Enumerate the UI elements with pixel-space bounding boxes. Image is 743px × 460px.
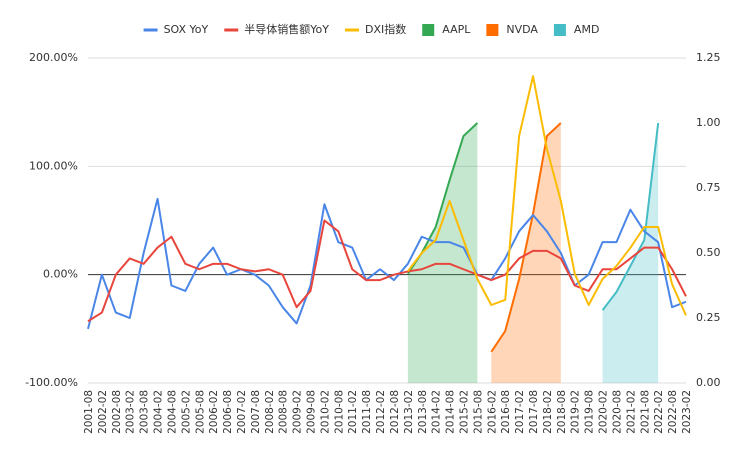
x-tick-label: 2014-08 [445, 390, 457, 434]
x-tick-label: 2013-08 [417, 390, 429, 434]
x-tick-label: 2007-02 [236, 390, 248, 434]
x-tick-label: 2017-02 [514, 390, 526, 434]
x-tick-label: 2019-08 [584, 390, 596, 434]
x-tick-label: 2013-02 [403, 390, 415, 434]
legend-item: SOX YoY [143, 23, 209, 36]
legend-label: NVDA [506, 23, 538, 36]
x-tick-label: 2006-08 [222, 390, 234, 434]
legend-label: SOX YoY [164, 23, 209, 36]
y-tick-label: 0.00% [43, 268, 78, 281]
x-tick-label: 2007-08 [250, 390, 262, 434]
x-tick-label: 2018-08 [556, 390, 568, 434]
x-tick-label: 2011-08 [361, 390, 373, 434]
x-tick-label: 2018-02 [542, 390, 554, 434]
legend-label: AMD [574, 23, 600, 36]
line [407, 75, 687, 316]
x-tick-label: 2016-02 [486, 390, 498, 434]
legend-swatch [486, 24, 499, 36]
legend-item: 半导体销售额YoY [224, 22, 329, 36]
legend-label: 半导体销售额YoY [244, 22, 329, 36]
x-tick-label: 2009-08 [306, 390, 318, 434]
x-tick-label: 2005-08 [194, 390, 206, 434]
y2-tick-label: 0.75 [696, 181, 721, 194]
area [602, 123, 659, 383]
legend-swatch [422, 24, 435, 36]
y-tick-label: 100.00% [29, 159, 78, 172]
y2-tick-label: 1.25 [696, 51, 721, 64]
legend-item: AAPL [422, 23, 471, 36]
x-tick-label: 2001-08 [83, 390, 95, 434]
area-line [601, 122, 660, 311]
legend-item: AMD [553, 23, 600, 36]
x-tick-label: 2022-02 [653, 390, 665, 434]
area-line [490, 122, 562, 353]
x-tick-label: 2008-08 [278, 390, 290, 434]
legend-item: NVDA [486, 23, 538, 36]
x-tick-label: 2012-08 [389, 390, 401, 434]
x-tick-label: 2003-02 [125, 390, 137, 434]
area [407, 123, 478, 383]
x-tick-label: 2005-02 [180, 390, 192, 434]
x-tick-label: 2003-08 [139, 390, 151, 434]
x-tick-label: 2008-02 [264, 390, 276, 434]
x-tick-label: 2021-08 [639, 390, 651, 434]
x-tick-label: 2015-08 [472, 390, 484, 434]
x-tick-label: 2010-08 [333, 390, 345, 434]
x-tick-label: 2010-02 [319, 390, 331, 434]
y2-tick-label: 0.25 [696, 311, 721, 324]
legend-item: DXI指数 [344, 22, 406, 36]
x-tick-label: 2011-02 [347, 390, 359, 434]
y-tick-label: 200.00% [29, 51, 78, 64]
x-tick-label: 2014-02 [431, 390, 443, 434]
line [87, 219, 687, 323]
x-tick-label: 2012-02 [375, 390, 387, 434]
x-tick-label: 2020-08 [611, 390, 623, 434]
x-tick-label: 2004-02 [153, 390, 165, 434]
line [87, 197, 687, 330]
x-tick-label: 2009-02 [292, 390, 304, 434]
y-tick-label: -100.00% [25, 376, 78, 389]
x-tick-label: 2002-02 [97, 390, 109, 434]
y2-tick-label: 0.50 [696, 246, 721, 259]
x-tick-label: 2004-08 [166, 390, 178, 434]
x-tick-label: 2015-02 [458, 390, 470, 434]
legend: SOX YoY 半导体销售额YoY DXI指数 AAPL NVDA AMD [143, 22, 600, 36]
y2-tick-label: 0.00 [696, 376, 721, 389]
x-tick-label: 2022-08 [667, 390, 679, 434]
x-tick-label: 2017-08 [528, 390, 540, 434]
x-tick-label: 2021-02 [625, 390, 637, 434]
legend-swatch [553, 24, 566, 36]
x-tick-label: 2020-02 [598, 390, 610, 434]
y2-tick-label: 1.00 [696, 116, 721, 129]
x-tick-label: 2002-08 [111, 390, 123, 434]
x-tick-label: 2016-08 [500, 390, 512, 434]
x-tick-label: 2006-02 [208, 390, 220, 434]
x-tick-label: 2023-02 [681, 390, 693, 434]
x-tick-label: 2019-02 [570, 390, 582, 434]
legend-label: AAPL [442, 23, 471, 36]
legend-label: DXI指数 [365, 22, 406, 36]
